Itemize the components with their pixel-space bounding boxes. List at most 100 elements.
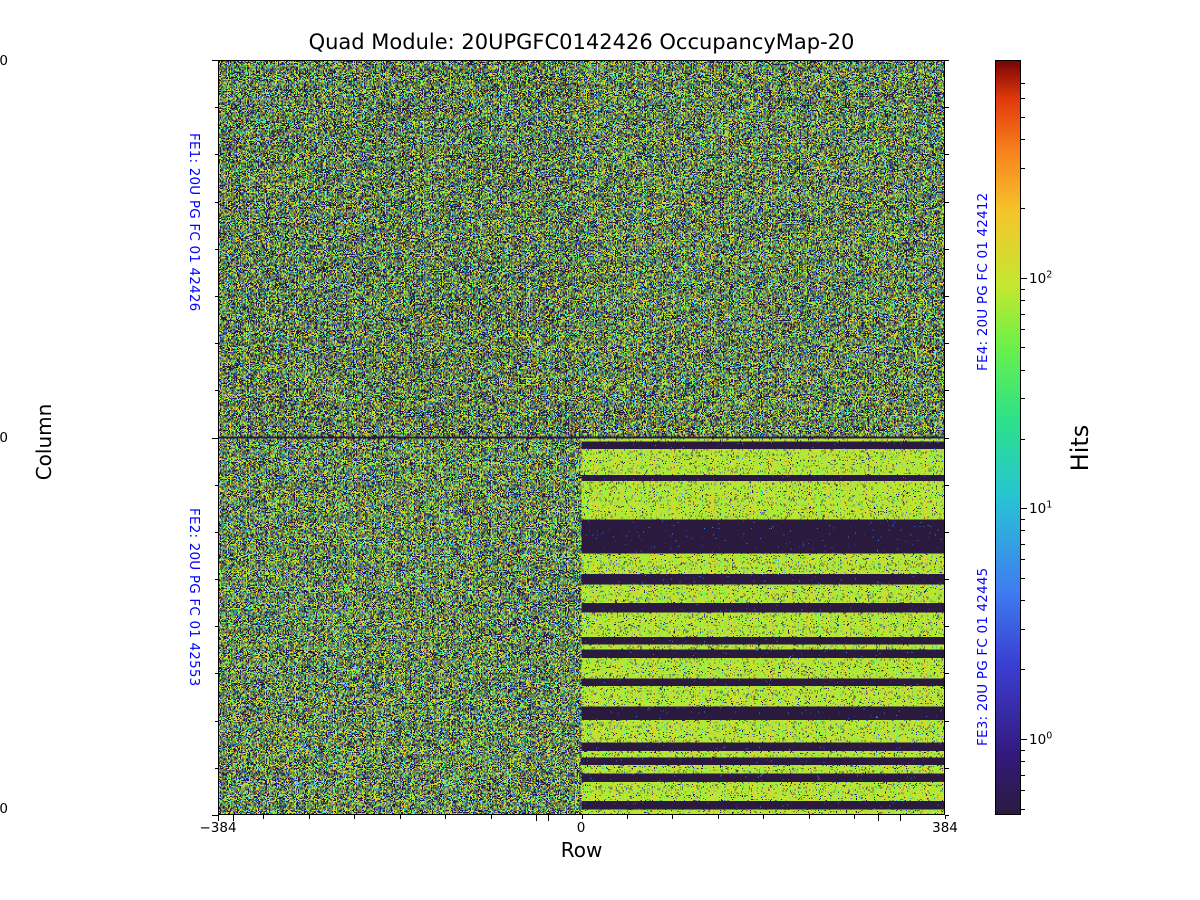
occupancy-heatmap-canvas [219,61,944,814]
y-tick-right [945,531,949,533]
colorbar-tick-label-100: 102 [1029,269,1052,287]
x-tick [899,815,901,821]
y-tick-right [945,60,949,61]
y-tick [214,295,218,297]
y-tick-right [945,720,949,722]
x-tick-major-1 [548,815,550,821]
colorbar-minor-tick [1021,628,1025,630]
y-tick [214,673,218,675]
y-tick-right [945,295,949,297]
x-tick [308,815,310,819]
y-tick-right [945,626,949,628]
y-tick-right [945,484,949,486]
x-tick [354,815,356,819]
y-tick [214,343,218,345]
y-tick [214,531,218,533]
y-tick [214,390,218,392]
x-tick-label-m384: −384 [199,820,237,836]
colorbar-minor-tick [1021,138,1025,140]
colorbar-tick-mantissa-0: 10 [1029,731,1047,748]
colorbar-minor-tick [1021,313,1025,315]
y-tick-right [945,437,949,439]
colorbar-minor-tick [1021,288,1025,290]
x-tick [445,815,447,819]
colorbar-minor-tick [1021,774,1025,776]
colorbar-minor-tick [1021,543,1025,545]
colorbar-minor-tick [1021,808,1025,810]
colorbar-minor-tick [1021,82,1025,84]
colorbar-major-tick-2 [1021,739,1027,740]
colorbar-major-tick-0 [1021,278,1027,279]
colorbar-minor-tick [1021,300,1025,302]
colorbar-major-tick-1 [1021,508,1027,509]
colorbar-tick-label-1: 100 [1029,730,1052,748]
fe-label-fe4: FE4: 20U PG FC 01 42412 [975,192,991,371]
fe-label-fe1: FE1: 20U PG FC 01 42426 [186,133,202,312]
y-tick-right [945,107,949,109]
colorbar-minor-tick [1021,329,1025,331]
colorbar-minor-tick [1021,398,1025,400]
x-tick [672,815,674,819]
colorbar-ticks [995,60,1027,815]
y-tick [214,248,218,250]
y-tick [214,626,218,628]
x-tick [945,815,946,819]
x-tick [763,815,765,819]
y-tick [212,815,218,816]
x-tick [218,815,219,821]
y-tick-right [945,201,949,203]
y-tick-right [945,815,949,816]
y-tick-right [945,154,949,156]
x-tick [626,815,628,819]
y-tick [212,437,218,439]
x-tick-major-2 [878,815,880,821]
colorbar-tick-label-10: 101 [1029,499,1052,517]
page-title: Quad Module: 20UPGFC0142426 OccupancyMap… [308,30,855,54]
colorbar-tick-mantissa-1: 10 [1029,500,1047,517]
x-tick [490,815,492,819]
y-tick-right [945,343,949,345]
x-axis-title: Row [560,838,603,862]
y-tick [214,107,218,109]
colorbar-minor-tick [1021,669,1025,671]
fe-label-fe2: FE2: 20U PG FC 01 42553 [186,508,202,687]
colorbar-title-text: Hits [1066,424,1094,472]
colorbar-minor-tick [1021,208,1025,210]
colorbar-minor-tick [1021,530,1025,532]
colorbar-tick-exponent-1: 1 [1046,499,1053,511]
axis-ticks [212,60,949,821]
y-tick-right [945,767,949,769]
x-tick [263,815,265,819]
colorbar-minor-tick [1021,559,1025,561]
y-tick-right [945,248,949,250]
fe-label-fe3: FE3: 20U PG FC 01 42445 [975,567,991,746]
y-tick-label-0: 0 [0,430,8,446]
colorbar[interactable] [995,60,1021,815]
y-tick-label-400: 400 [0,53,8,69]
x-tick [808,815,810,819]
colorbar-tick-mantissa-2: 10 [1029,270,1047,287]
colorbar-minor-tick [1021,761,1025,763]
y-tick [214,579,218,581]
y-tick-label-m400: −400 [0,801,8,817]
heatmap-plot-area[interactable] [218,60,945,815]
x-tick [581,815,583,819]
y-axis-title-text: Column [32,403,56,481]
colorbar-minor-tick [1021,98,1025,100]
y-axis-title: Column [0,0,60,900]
colorbar-minor-tick [1021,369,1025,371]
y-tick [214,720,218,722]
colorbar-minor-tick [1021,518,1025,520]
x-tick-major-0 [232,815,234,821]
x-tick [854,815,856,819]
x-tick-label-384: 384 [932,820,958,836]
colorbar-minor-tick [1021,599,1025,601]
colorbar-minor-tick [1021,167,1025,169]
y-tick [214,767,218,769]
y-tick [214,201,218,203]
y-tick [214,484,218,486]
colorbar-minor-tick [1021,749,1025,751]
colorbar-minor-tick [1021,577,1025,579]
colorbar-tick-exponent-2: 2 [1046,269,1053,281]
